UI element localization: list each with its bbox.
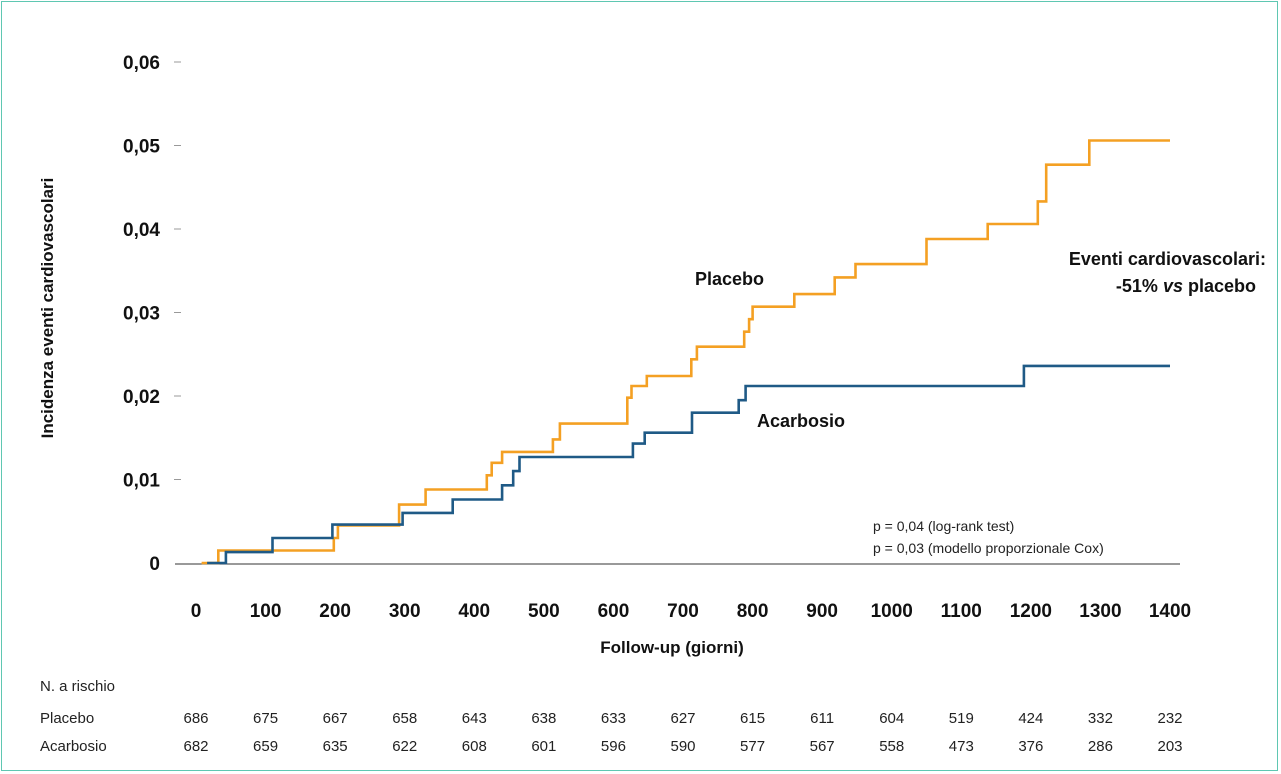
y-tick-label: 0,05 bbox=[123, 137, 160, 158]
x-tick-label: 100 bbox=[250, 601, 282, 622]
x-tick-label: 200 bbox=[319, 601, 351, 622]
x-axis-title: Follow-up (giorni) bbox=[600, 638, 744, 657]
risk-value: 590 bbox=[670, 738, 695, 755]
y-tick-label: 0,04 bbox=[123, 220, 160, 241]
y-tick-label: 0,02 bbox=[123, 387, 160, 408]
y-axis: 0 0,01 0,02 0,03 0,04 0,05 0,06 bbox=[123, 53, 181, 575]
risk-value: 424 bbox=[1018, 710, 1043, 727]
stat-annotation-line1: p = 0,04 (log-rank test) bbox=[873, 518, 1014, 534]
x-tick-label: 1100 bbox=[941, 601, 982, 622]
x-tick-label: 500 bbox=[528, 601, 560, 622]
risk-value: 203 bbox=[1157, 738, 1182, 755]
risk-value: 627 bbox=[670, 710, 695, 727]
risk-value: 601 bbox=[531, 738, 556, 755]
risk-value: 682 bbox=[183, 738, 208, 755]
risk-value: 473 bbox=[949, 738, 974, 755]
x-tick-label: 1000 bbox=[871, 601, 913, 622]
x-tick-label: 0 bbox=[191, 601, 202, 622]
y-tick-label: 0,06 bbox=[123, 53, 160, 74]
series-label-acarbosio: Acarbosio bbox=[757, 411, 845, 431]
risk-value: 332 bbox=[1088, 710, 1113, 727]
risk-value: 633 bbox=[601, 710, 626, 727]
risk-value: 675 bbox=[253, 710, 278, 727]
x-tick-label: 1200 bbox=[1010, 601, 1052, 622]
risk-value: 615 bbox=[740, 710, 765, 727]
effect-annotation-vs: vs bbox=[1163, 276, 1183, 296]
risk-value: 635 bbox=[323, 738, 348, 755]
series-line-placebo bbox=[201, 139, 1170, 565]
risk-table: N. a rischio Placebo Acarbosio 686 675 667… bbox=[40, 678, 1183, 755]
effect-annotation-post: placebo bbox=[1183, 276, 1256, 296]
risk-value: 376 bbox=[1018, 738, 1043, 755]
risk-table-title: N. a rischio bbox=[40, 678, 115, 695]
risk-value: 558 bbox=[879, 738, 904, 755]
x-tick-label: 1400 bbox=[1149, 601, 1191, 622]
effect-annotation-line1: Eventi cardiovascolari: bbox=[1069, 249, 1266, 269]
risk-value: 659 bbox=[253, 738, 278, 755]
y-axis-title: Incidenza eventi cardiovascolari bbox=[38, 178, 57, 439]
risk-value: 686 bbox=[183, 710, 208, 727]
risk-value: 519 bbox=[949, 710, 974, 727]
risk-value: 667 bbox=[323, 710, 348, 727]
risk-values: 686 675 667 658 643 638 633 627 615 611 604 519 424 3… bbox=[183, 710, 1182, 755]
x-tick-label: 1300 bbox=[1079, 601, 1121, 622]
risk-value: 232 bbox=[1157, 710, 1182, 727]
series-layer bbox=[201, 139, 1170, 565]
series-label-placebo: Placebo bbox=[695, 269, 764, 289]
y-tick-label: 0,01 bbox=[123, 471, 160, 492]
risk-value: 286 bbox=[1088, 738, 1113, 755]
risk-value: 622 bbox=[392, 738, 417, 755]
y-tick-label: 0,03 bbox=[123, 304, 160, 325]
risk-value: 567 bbox=[810, 738, 835, 755]
risk-value: 604 bbox=[879, 710, 904, 727]
series-line-acarbosio bbox=[207, 364, 1170, 565]
x-tick-label: 700 bbox=[667, 601, 699, 622]
risk-value: 596 bbox=[601, 738, 626, 755]
x-tick-label: 800 bbox=[737, 601, 769, 622]
risk-row-label: Placebo bbox=[40, 710, 94, 727]
x-axis: 0 100 200 300 400 500 600 700 800 900 1000 1100 1200… bbox=[175, 563, 1191, 622]
risk-value: 643 bbox=[462, 710, 487, 727]
x-tick-label: 600 bbox=[598, 601, 630, 622]
risk-value: 577 bbox=[740, 738, 765, 755]
risk-value: 658 bbox=[392, 710, 417, 727]
x-tick-label: 900 bbox=[806, 601, 838, 622]
x-tick-label: 300 bbox=[389, 601, 421, 622]
y-tick-label: 0 bbox=[149, 554, 160, 575]
stat-annotation-line2: p = 0,03 (modello proporzionale Cox) bbox=[873, 540, 1104, 556]
effect-annotation-line2: -51% vs placebo bbox=[1116, 276, 1256, 296]
risk-value: 611 bbox=[810, 710, 834, 727]
effect-annotation-pre: -51% bbox=[1116, 276, 1163, 296]
risk-row-label: Acarbosio bbox=[40, 738, 107, 755]
risk-value: 638 bbox=[531, 710, 556, 727]
x-tick-label: 400 bbox=[458, 601, 490, 622]
risk-value: 608 bbox=[462, 738, 487, 755]
